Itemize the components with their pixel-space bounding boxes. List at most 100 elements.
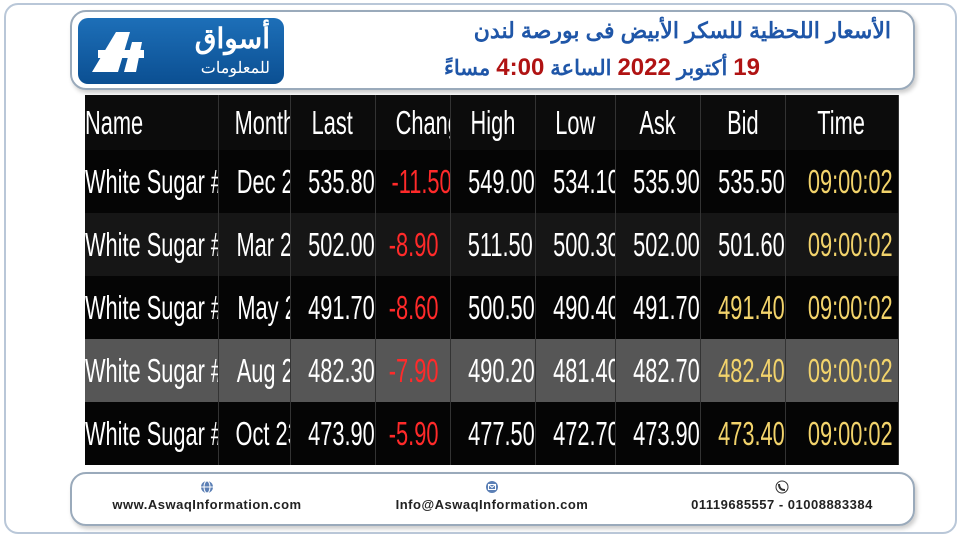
table-cell: 477.50 [450, 402, 536, 465]
table-row: White Sugar #5 May 23 491.70 -8.60 500.50 490… [85, 276, 899, 339]
table-cell: Aug 23 [218, 339, 291, 402]
date-line: 19أكتوبر2022الساعة4:00مساءً [441, 54, 763, 82]
cell-text: Aug 23 [236, 351, 289, 389]
cell-text: White Sugar #5 [85, 414, 217, 452]
table-cell: 482.30 [290, 339, 376, 402]
cell-text: 473.90 [307, 414, 375, 452]
table-row: White Sugar #5 Dec 22 535.80 -11.50 549.00 53… [85, 150, 899, 213]
logo-title: أسواق [194, 23, 270, 54]
cell-text: -7.90 [388, 351, 438, 389]
cell-text: 09:00:02 [807, 162, 893, 200]
table-cell: White Sugar #5 [85, 213, 219, 276]
table-cell: Dec 22 [218, 150, 291, 213]
email: Info@AswaqInformation.com [395, 497, 589, 512]
table-cell: 473.90 [290, 402, 376, 465]
date-part: 19 [733, 54, 760, 81]
table-cell: Oct 23 [218, 402, 291, 465]
cell-text: May 23 [236, 288, 289, 326]
table-cell: 511.50 [450, 213, 536, 276]
mail-icon [486, 481, 498, 493]
table-cell: -8.90 [375, 213, 451, 276]
table-cell: 490.40 [535, 276, 616, 339]
logo: أسواق للمعلومات [78, 18, 284, 84]
date-part: أكتوبر [676, 57, 728, 80]
cell-text: 473.90 [632, 414, 700, 452]
cell-text: 491.70 [307, 288, 375, 326]
website: www.AswaqInformation.com [112, 497, 302, 512]
table-cell: White Sugar #5 [85, 339, 219, 402]
cell-text: White Sugar #5 [85, 288, 217, 326]
table-cell: 534.10 [535, 150, 616, 213]
table-cell: 535.80 [290, 150, 376, 213]
table-cell: -11.50 [375, 150, 451, 213]
cell-text: 09:00:02 [807, 225, 893, 263]
cell-text: 481.40 [552, 351, 615, 389]
table-cell: White Sugar #5 [85, 276, 219, 339]
cell-text: 482.40 [717, 351, 785, 389]
column-header: Time [785, 95, 899, 150]
column-header-text: Bid [726, 103, 759, 141]
table-row: White Sugar #5 Aug 23 482.30 -7.90 490.20 481… [85, 339, 899, 402]
table-cell: -5.90 [375, 402, 451, 465]
cell-text: 09:00:02 [807, 288, 893, 326]
globe-icon [201, 480, 213, 494]
table-cell: 502.00 [615, 213, 701, 276]
column-header: Change [375, 95, 451, 150]
table-row: White Sugar #5 Oct 23 473.90 -5.90 477.50 472… [85, 402, 899, 465]
table-cell: 491.40 [700, 276, 786, 339]
title: الأسعار اللحظية للسكر الأبيض فى بورصة لن… [473, 18, 891, 43]
column-header: Bid [700, 95, 786, 150]
cell-text: 491.70 [632, 288, 700, 326]
table-cell: 473.90 [615, 402, 701, 465]
column-header: Low [535, 95, 616, 150]
cell-text: 472.70 [552, 414, 615, 452]
table-cell: 490.20 [450, 339, 536, 402]
date-part: الساعة [550, 57, 612, 80]
column-header-text: Change [395, 103, 449, 141]
logo-subtitle: للمعلومات [200, 60, 270, 77]
table-cell: 482.40 [700, 339, 786, 402]
table-cell: 535.90 [615, 150, 701, 213]
column-header: Month [218, 95, 291, 150]
cell-text: White Sugar #5 [85, 351, 217, 389]
column-header-text: Last [311, 103, 354, 141]
cell-text: 473.40 [717, 414, 785, 452]
cell-text: 09:00:02 [807, 414, 893, 452]
phone-item: 01119685557 - 01008883384 [652, 480, 912, 512]
date-part: مساءً [443, 57, 491, 80]
table-cell: 535.50 [700, 150, 786, 213]
table-cell: 549.00 [450, 150, 536, 213]
table-cell: 500.50 [450, 276, 536, 339]
table-cell: 482.70 [615, 339, 701, 402]
cell-text: 549.00 [467, 162, 535, 200]
column-header: High [450, 95, 536, 150]
column-header-text: Name [85, 103, 144, 141]
email-item: Info@AswaqInformation.com [362, 480, 622, 512]
column-header-text: High [470, 103, 515, 141]
cell-text: 491.40 [717, 288, 785, 326]
cell-text: -8.60 [388, 288, 438, 326]
cell-text: 500.50 [467, 288, 535, 326]
column-header-text: Ask [639, 103, 676, 141]
table-cell: White Sugar #5 [85, 402, 219, 465]
cell-text: 482.70 [632, 351, 700, 389]
table-cell: 502.00 [290, 213, 376, 276]
table-cell: 491.70 [290, 276, 376, 339]
table-cell: -8.60 [375, 276, 451, 339]
table-cell: Mar 23 [218, 213, 291, 276]
cell-text: 477.50 [467, 414, 535, 452]
table-cell: 09:00:02 [785, 276, 899, 339]
table-cell: White Sugar #5 [85, 150, 219, 213]
cell-text: 490.40 [552, 288, 615, 326]
price-table: Name Month Last Change High Low Ask Bid Time Whit… [85, 95, 899, 465]
cell-text: White Sugar #5 [85, 225, 217, 263]
table-cell: May 23 [218, 276, 291, 339]
table-cell: 472.70 [535, 402, 616, 465]
cell-text: 500.30 [552, 225, 615, 263]
table-cell: 501.60 [700, 213, 786, 276]
cell-text: 09:00:02 [807, 351, 893, 389]
column-header: Name [85, 95, 219, 150]
cell-text: -11.50 [390, 162, 450, 200]
table-cell: 09:00:02 [785, 213, 899, 276]
